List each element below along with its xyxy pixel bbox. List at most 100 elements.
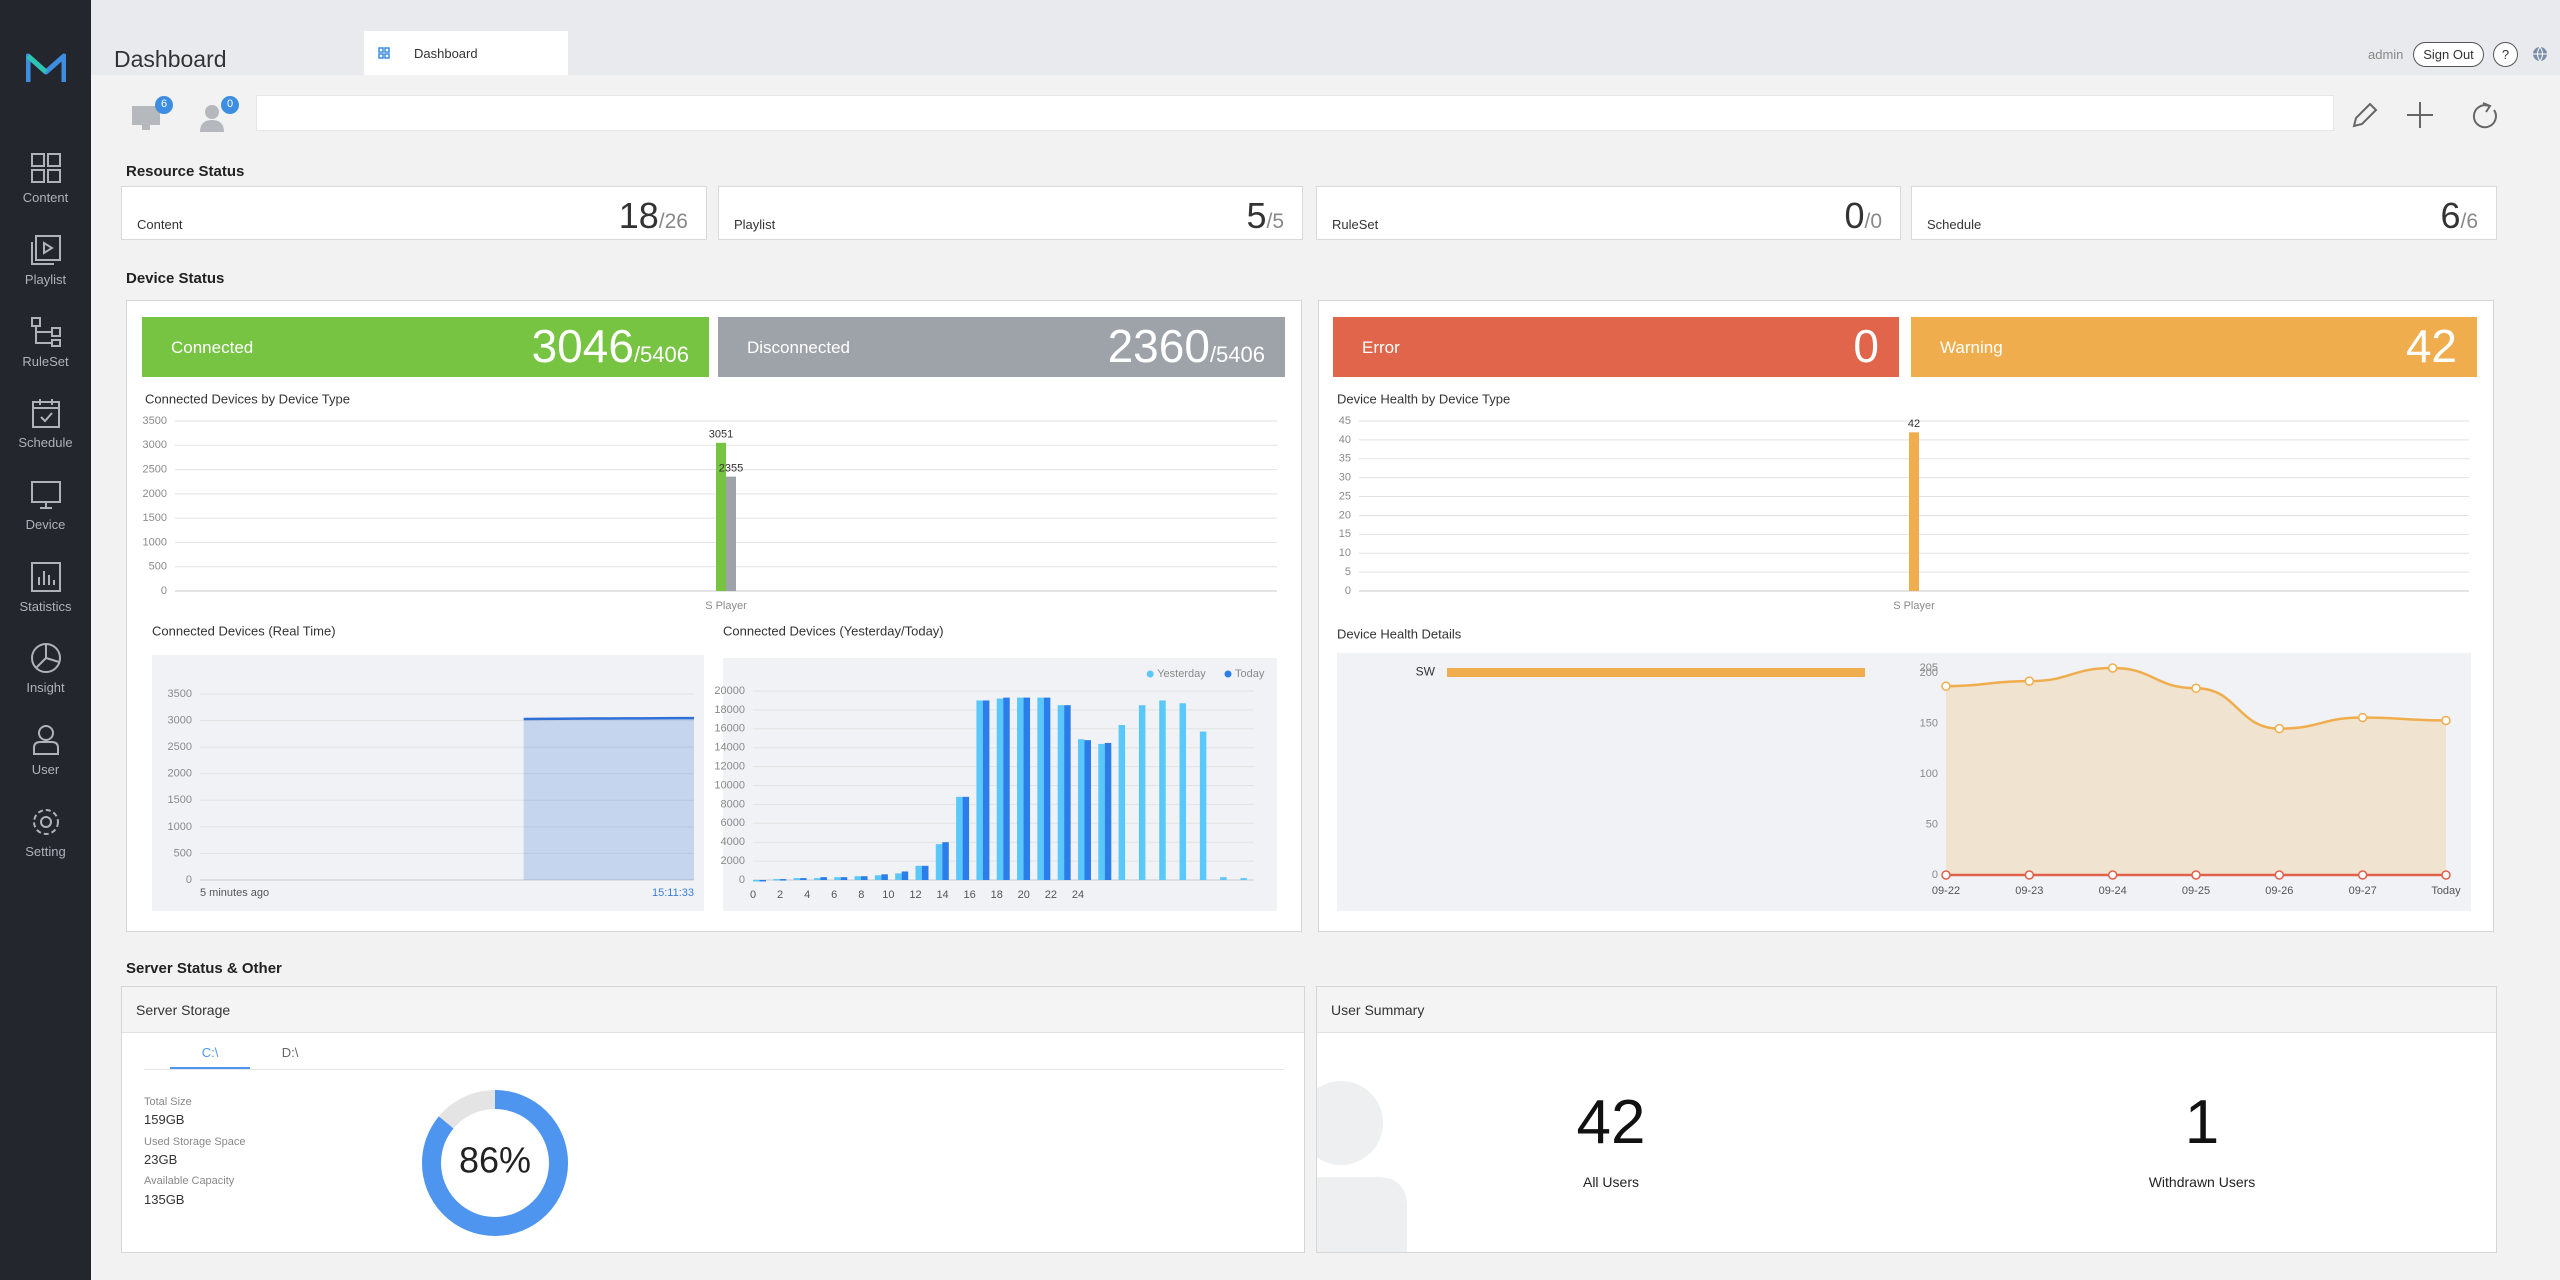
count: 18 [618, 195, 659, 236]
storage-value: 159GB [144, 1112, 185, 1127]
tab[interactable]: Dashboard [364, 31, 568, 75]
nav-label: User [31, 762, 60, 777]
nav-icon [30, 481, 61, 509]
user-count: 42 [1576, 1088, 1646, 1157]
count: 5 [1246, 195, 1267, 236]
nav-label: Statistics [19, 599, 72, 614]
total: /0 [1864, 210, 1882, 233]
nav-icon [30, 643, 61, 673]
storage-value: 23GB [144, 1152, 178, 1167]
chart-box [1337, 653, 2471, 911]
nav-label: Schedule [18, 435, 73, 450]
nav-label: RuleSet [22, 354, 69, 369]
total: /26 [658, 210, 688, 233]
button-label: ? [2501, 47, 2510, 62]
tab-label: Dashboard [414, 46, 478, 61]
panel-title: User Summary [1317, 987, 2496, 1033]
chart-box [152, 655, 704, 911]
resource-card[interactable]: RuleSet 0/0 [1316, 186, 1901, 240]
tile-label: Connected [171, 338, 254, 357]
storage-label: Used Storage Space [144, 1136, 246, 1148]
drive-tab[interactable]: D:\ [250, 1039, 330, 1069]
page-title: Dashboard [114, 46, 227, 72]
nav-item[interactable]: User [0, 724, 91, 800]
user-silhouette [1317, 1081, 1407, 1252]
tile-label: Disconnected [747, 338, 851, 357]
total: /6 [2460, 210, 2478, 233]
nav-item[interactable]: Statistics [0, 561, 91, 637]
card-label: Content [137, 217, 183, 232]
globe-icon[interactable] [2532, 46, 2548, 62]
nav-icon [30, 235, 61, 265]
user-count-label: All Users [1582, 1174, 1639, 1190]
nav-label: Setting [25, 844, 66, 859]
nav-item[interactable]: Insight [0, 642, 91, 718]
status-tile[interactable]: Error 0 [1333, 317, 1899, 377]
count: 2360 [1107, 320, 1210, 372]
nav-item[interactable]: Setting [0, 806, 91, 882]
toolbar-actions[interactable] [2350, 100, 2500, 130]
tile-count: 42 [2405, 320, 2457, 372]
user-count: 1 [2184, 1088, 2220, 1157]
section-title: Device Status [126, 270, 225, 287]
help-button[interactable]: ? [2493, 42, 2518, 67]
nav-item[interactable]: Device [0, 479, 91, 555]
nav-icon [30, 153, 61, 183]
sign-out-button[interactable]: Sign Out [2413, 42, 2484, 67]
user-panel: User Summary 42 All Users 1 Withdrawn Us… [1316, 986, 2497, 1253]
nav-icon [32, 809, 59, 835]
count: 6 [2440, 195, 2461, 236]
chart-box [723, 658, 1277, 911]
status-tile[interactable]: Warning 42 [1911, 317, 2477, 377]
tile-count: 2360/5406 [1108, 319, 1265, 373]
user-name: admin [2368, 47, 2404, 62]
badge: 6 [160, 98, 168, 110]
tab-icon [378, 47, 390, 59]
logo [26, 53, 66, 82]
nav-label: Insight [26, 680, 65, 695]
sidebar: Content Playlist RuleSet Schedule Device… [0, 0, 91, 1280]
count: 3046 [531, 320, 634, 372]
user-count-label: Withdrawn Users [2148, 1174, 2256, 1190]
card-label: Playlist [734, 217, 776, 232]
tile-count: 3046/5406 [532, 319, 689, 373]
tile-count: 0 [1853, 320, 1879, 372]
status-tile[interactable]: Connected 3046/5406 [142, 317, 709, 377]
storage-panel: Server Storage C:\ D:\ Total Size 159GB … [121, 986, 1305, 1253]
search-bar[interactable] [256, 95, 2334, 131]
nav-item[interactable]: Schedule [0, 397, 91, 473]
storage-label: Total Size [144, 1096, 192, 1108]
storage-label: Available Capacity [144, 1175, 235, 1187]
total: /5 [1266, 210, 1284, 233]
nav-item[interactable]: Content [0, 152, 91, 228]
nav-icon [30, 317, 61, 347]
device-count-icon[interactable] [130, 96, 176, 134]
nav-item[interactable]: RuleSet [0, 316, 91, 392]
nav-label: Playlist [24, 272, 67, 287]
nav-icon [32, 725, 59, 755]
tab-label: C:\ [201, 1045, 219, 1060]
tile-label: Error [1362, 338, 1400, 357]
nav-item[interactable]: Playlist [0, 234, 91, 310]
nav-label: Device [25, 517, 66, 532]
resource-card[interactable]: Playlist 5/5 [718, 186, 1303, 240]
nav-icon [31, 399, 60, 428]
badge: 0 [226, 98, 234, 110]
tile-label: Warning [1940, 338, 2003, 357]
status-tile[interactable]: Disconnected 2360/5406 [718, 317, 1285, 377]
total: /5406 [1209, 342, 1265, 367]
resource-card[interactable]: Schedule 6/6 [1911, 186, 2497, 240]
card-label: RuleSet [1332, 217, 1379, 232]
panel-title: Server Storage [122, 987, 1304, 1033]
resource-card[interactable]: Content 18/26 [121, 186, 707, 240]
user-count-icon[interactable] [197, 96, 243, 134]
nav-label: Content [22, 190, 69, 205]
section-title: Server Status & Other [126, 960, 282, 977]
card-count: 5/5 [1246, 195, 1284, 237]
nav-icon [30, 562, 61, 592]
drive-tab[interactable]: C:\ [170, 1039, 250, 1069]
tab-label: D:\ [281, 1045, 299, 1060]
section-title: Resource Status [126, 163, 245, 180]
button-label: Sign Out [2423, 47, 2474, 62]
